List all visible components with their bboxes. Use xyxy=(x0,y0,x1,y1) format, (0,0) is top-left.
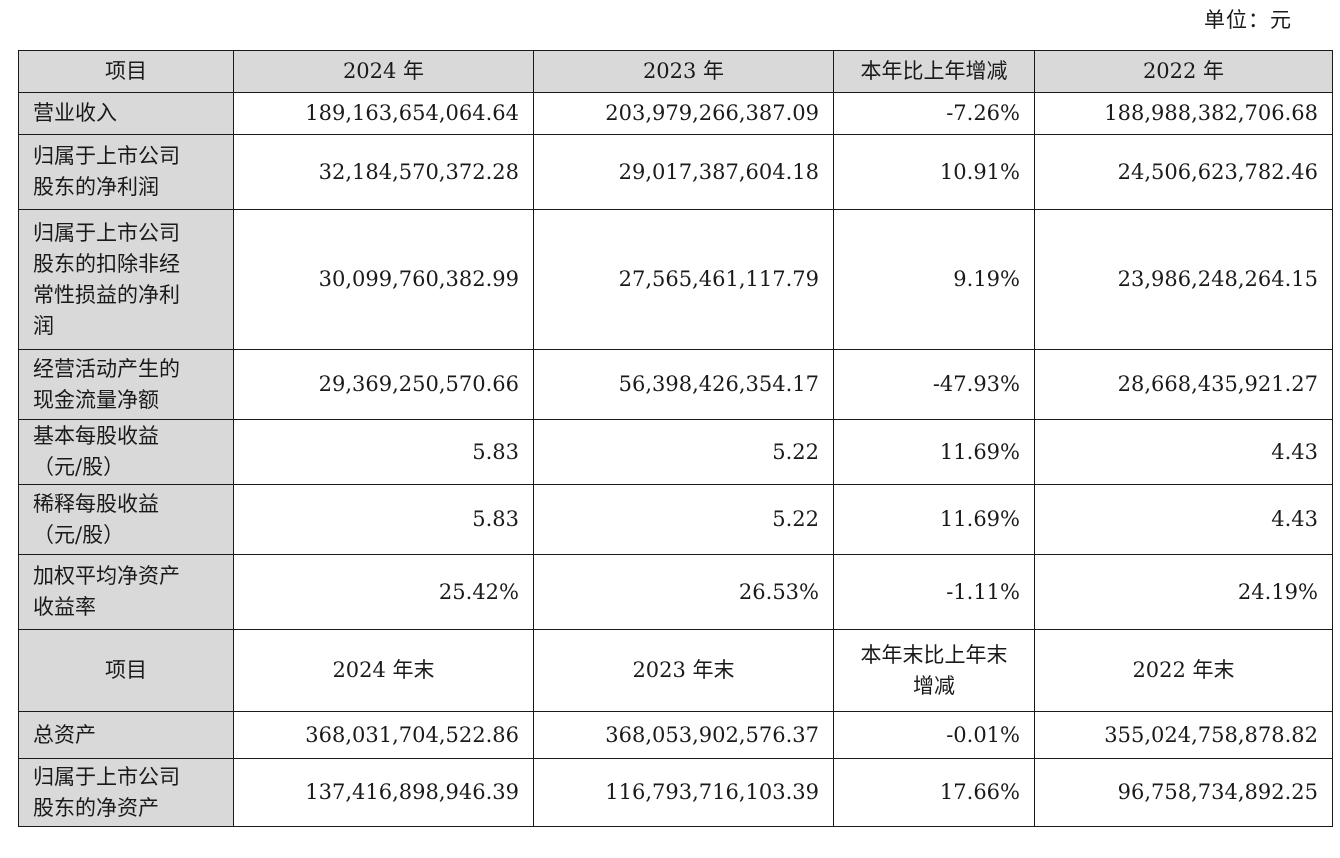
table-row: 归属于上市公司 股东的净利润 32,184,570,372.28 29,017,387… xyxy=(18,134,1333,210)
header2-2022: 2022 年末 xyxy=(1034,629,1333,712)
header-2023: 2023 年 xyxy=(533,50,834,93)
row-label-line: （元/股） xyxy=(33,522,125,547)
table-row: 归属于上市公司 股东的扣除非经 常性损益的净利润 30,099,760,382.99 2… xyxy=(18,209,1333,350)
cell-v2024: 5.83 xyxy=(233,484,534,555)
cell-v2022: 4.43 xyxy=(1034,484,1333,555)
cell-v2022: 188,988,382,706.68 xyxy=(1034,92,1333,135)
header2-change-line: 本年末比上年末 xyxy=(860,642,1008,667)
row-label-line: 归属于上市公司 xyxy=(33,764,180,789)
cell-v2022: 96,758,734,892.25 xyxy=(1034,758,1333,827)
cell-change: -47.93% xyxy=(833,349,1035,420)
table-row: 营业收入 189,163,654,064.64 203,979,266,387.09… xyxy=(18,92,1333,135)
cell-v2023: 368,053,902,576.37 xyxy=(533,711,834,759)
row-label-line: 经营活动产生的 xyxy=(33,356,180,381)
table-row: 基本每股收益 （元/股） 5.83 5.22 11.69% 4.43 xyxy=(18,419,1333,485)
cell-v2024: 25.42% xyxy=(233,554,534,630)
table-row: 加权平均净资产 收益率 25.42% 26.53% -1.11% 24.19% xyxy=(18,554,1333,630)
header-2024: 2024 年 xyxy=(233,50,534,93)
cell-v2022: 24,506,623,782.46 xyxy=(1034,134,1333,210)
header-item: 项目 xyxy=(18,50,234,93)
cell-v2022: 355,024,758,878.82 xyxy=(1034,711,1333,759)
cell-change: 17.66% xyxy=(833,758,1035,827)
financial-summary-table: 项目 2024 年 2023 年 本年比上年增减 2022 年 营业收入 189,… xyxy=(18,50,1333,827)
header2-change-line: 增减 xyxy=(913,673,955,698)
table-body: 项目 2024 年 2023 年 本年比上年增减 2022 年 营业收入 189,… xyxy=(18,50,1333,827)
row-label: 稀释每股收益 （元/股） xyxy=(18,484,234,555)
row-label: 加权平均净资产 收益率 xyxy=(18,554,234,630)
row-label-line: 营业收入 xyxy=(33,101,117,125)
row-label-line: 收益率 xyxy=(33,595,96,619)
cell-v2024: 30,099,760,382.99 xyxy=(233,209,534,350)
row-label-line: 现金流量净额 xyxy=(33,387,159,412)
cell-v2023: 26.53% xyxy=(533,554,834,630)
cell-v2024: 368,031,704,522.86 xyxy=(233,711,534,759)
table-row: 总资产 368,031,704,522.86 368,053,902,576.37-… xyxy=(18,711,1333,759)
cell-v2022: 23,986,248,264.15 xyxy=(1034,209,1333,350)
row-label: 营业收入 xyxy=(18,92,234,135)
row-label-line: 归属于上市公司 xyxy=(33,220,180,245)
row-label: 经营活动产生的 现金流量净额 xyxy=(18,349,234,420)
row-label-line: 稀释每股收益 xyxy=(33,491,159,516)
cell-v2023: 5.22 xyxy=(533,419,834,485)
row-label-line: 常性损益的净利 xyxy=(33,282,180,307)
unit-label: 单位：元 xyxy=(1204,8,1292,32)
cell-change: -7.26% xyxy=(833,92,1035,135)
cell-change: 10.91% xyxy=(833,134,1035,210)
cell-v2024: 137,416,898,946.39 xyxy=(233,758,534,827)
table-row: 归属于上市公司 股东的净资产 137,416,898,946.39 116,793,7… xyxy=(18,758,1333,827)
cell-v2022: 24.19% xyxy=(1034,554,1333,630)
header-2022: 2022 年 xyxy=(1034,50,1333,93)
cell-v2024: 29,369,250,570.66 xyxy=(233,349,534,420)
cell-v2023: 116,793,716,103.39 xyxy=(533,758,834,827)
cell-change: -1.11% xyxy=(833,554,1035,630)
row-label-line: 股东的净利润 xyxy=(33,175,159,199)
table-header-row: 项目 2024 年 2023 年 本年比上年增减 2022 年 xyxy=(18,50,1333,93)
row-label: 归属于上市公司 股东的净资产 xyxy=(18,758,234,827)
row-label-line: 润 xyxy=(33,313,54,338)
table-row: 经营活动产生的 现金流量净额 29,369,250,570.66 56,398,426… xyxy=(18,349,1333,420)
cell-change: -0.01% xyxy=(833,711,1035,759)
row-label: 基本每股收益 （元/股） xyxy=(18,419,234,485)
cell-v2023: 203,979,266,387.09 xyxy=(533,92,834,135)
table-header-row-2: 项目 2024 年末 2023 年末 本年末比上年末 增减 2022 年末 xyxy=(18,629,1333,712)
row-label-line: 总资产 xyxy=(33,722,96,747)
row-label-line: （元/股） xyxy=(33,455,125,479)
header-change: 本年比上年增减 xyxy=(833,50,1035,93)
row-label: 总资产 xyxy=(18,711,234,759)
header2-2024: 2024 年末 xyxy=(233,629,534,712)
header2-item: 项目 xyxy=(18,629,234,712)
cell-change: 9.19% xyxy=(833,209,1035,350)
cell-v2024: 5.83 xyxy=(233,419,534,485)
row-label-line: 归属于上市公司 xyxy=(33,144,180,168)
row-label: 归属于上市公司 股东的净利润 xyxy=(18,134,234,210)
header2-2023: 2023 年末 xyxy=(533,629,834,712)
cell-v2022: 4.43 xyxy=(1034,419,1333,485)
cell-change: 11.69% xyxy=(833,484,1035,555)
cell-v2023: 5.22 xyxy=(533,484,834,555)
row-label-line: 基本每股收益 xyxy=(33,424,159,448)
cell-v2024: 189,163,654,064.64 xyxy=(233,92,534,135)
cell-v2024: 32,184,570,372.28 xyxy=(233,134,534,210)
row-label: 归属于上市公司 股东的扣除非经 常性损益的净利润 xyxy=(18,209,234,350)
header2-change: 本年末比上年末 增减 xyxy=(833,629,1035,712)
cell-v2022: 28,668,435,921.27 xyxy=(1034,349,1333,420)
cell-v2023: 56,398,426,354.17 xyxy=(533,349,834,420)
row-label-line: 加权平均净资产 xyxy=(33,564,180,588)
row-label-line: 股东的净资产 xyxy=(33,795,159,820)
cell-v2023: 29,017,387,604.18 xyxy=(533,134,834,210)
cell-change: 11.69% xyxy=(833,419,1035,485)
row-label-line: 股东的扣除非经 xyxy=(33,251,180,276)
cell-v2023: 27,565,461,117.79 xyxy=(533,209,834,350)
table-row: 稀释每股收益 （元/股） 5.83 5.22 11.69% 4.43 xyxy=(18,484,1333,555)
